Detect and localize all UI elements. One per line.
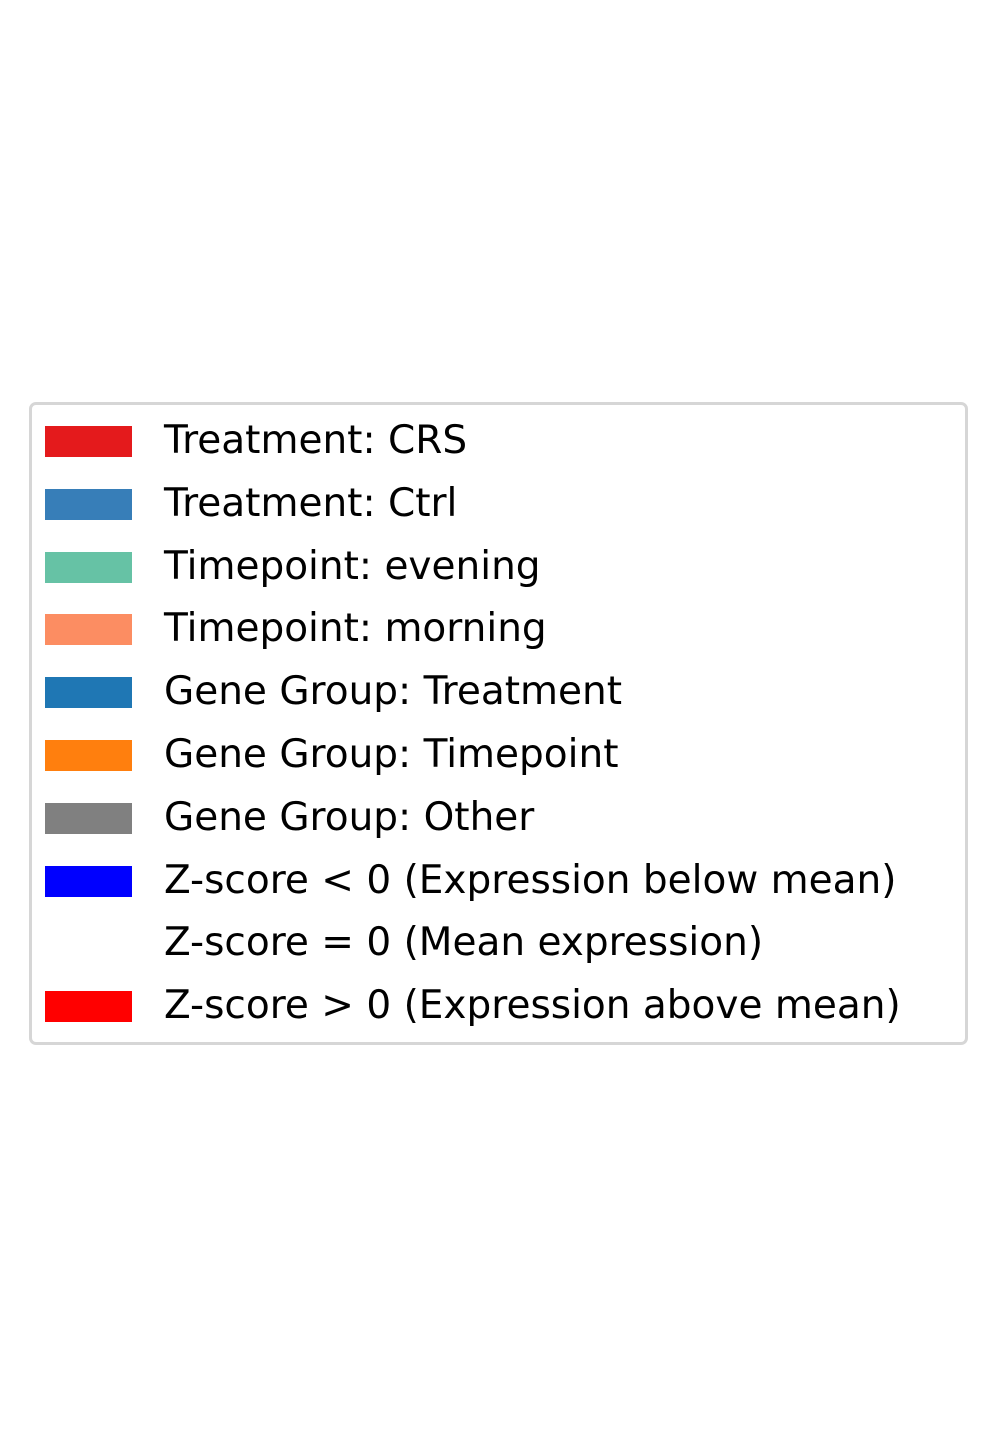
legend-swatch	[45, 614, 132, 646]
legend-swatch	[45, 551, 132, 583]
legend-label: Timepoint: morning	[164, 606, 547, 652]
legend-entry: Timepoint: morning	[32, 597, 965, 660]
legend-swatch	[45, 928, 132, 960]
legend-entry: Z-score = 0 (Mean expression)	[32, 911, 965, 974]
legend-swatch	[45, 677, 132, 709]
legend-entry: Gene Group: Other	[32, 786, 965, 849]
legend-swatch	[45, 426, 132, 457]
legend-label: Treatment: CRS	[164, 418, 468, 463]
legend-label: Treatment: Ctrl	[164, 480, 458, 526]
legend-entry: Z-score > 0 (Expression above mean)	[32, 974, 965, 1037]
legend-swatch	[45, 802, 132, 834]
legend-label: Z-score > 0 (Expression above mean)	[164, 983, 901, 1029]
legend-label: Z-score < 0 (Expression below mean)	[164, 857, 897, 903]
legend-entry: Z-score < 0 (Expression below mean)	[32, 849, 965, 912]
legend: Treatment: CRS Treatment: Ctrl Timepoint: …	[29, 402, 968, 1045]
legend-swatch	[45, 740, 132, 771]
legend-label: Timepoint: evening	[164, 543, 541, 589]
legend-entry: Gene Group: Treatment	[32, 660, 965, 723]
legend-label: Gene Group: Timepoint	[164, 732, 619, 777]
legend-entry: Treatment: Ctrl	[32, 472, 965, 535]
legend-entry: Timepoint: evening	[32, 535, 965, 598]
legend-swatch	[45, 488, 132, 520]
legend-label: Gene Group: Treatment	[164, 669, 623, 715]
legend-entries: Treatment: CRS Treatment: Ctrl Timepoint: …	[32, 405, 965, 1042]
legend-label: Z-score = 0 (Mean expression)	[164, 920, 764, 966]
legend-entry: Treatment: CRS	[32, 409, 965, 472]
legend-swatch	[45, 991, 132, 1023]
legend-swatch	[45, 865, 132, 897]
legend-entry: Gene Group: Timepoint	[32, 723, 965, 786]
legend-label: Gene Group: Other	[164, 794, 535, 840]
